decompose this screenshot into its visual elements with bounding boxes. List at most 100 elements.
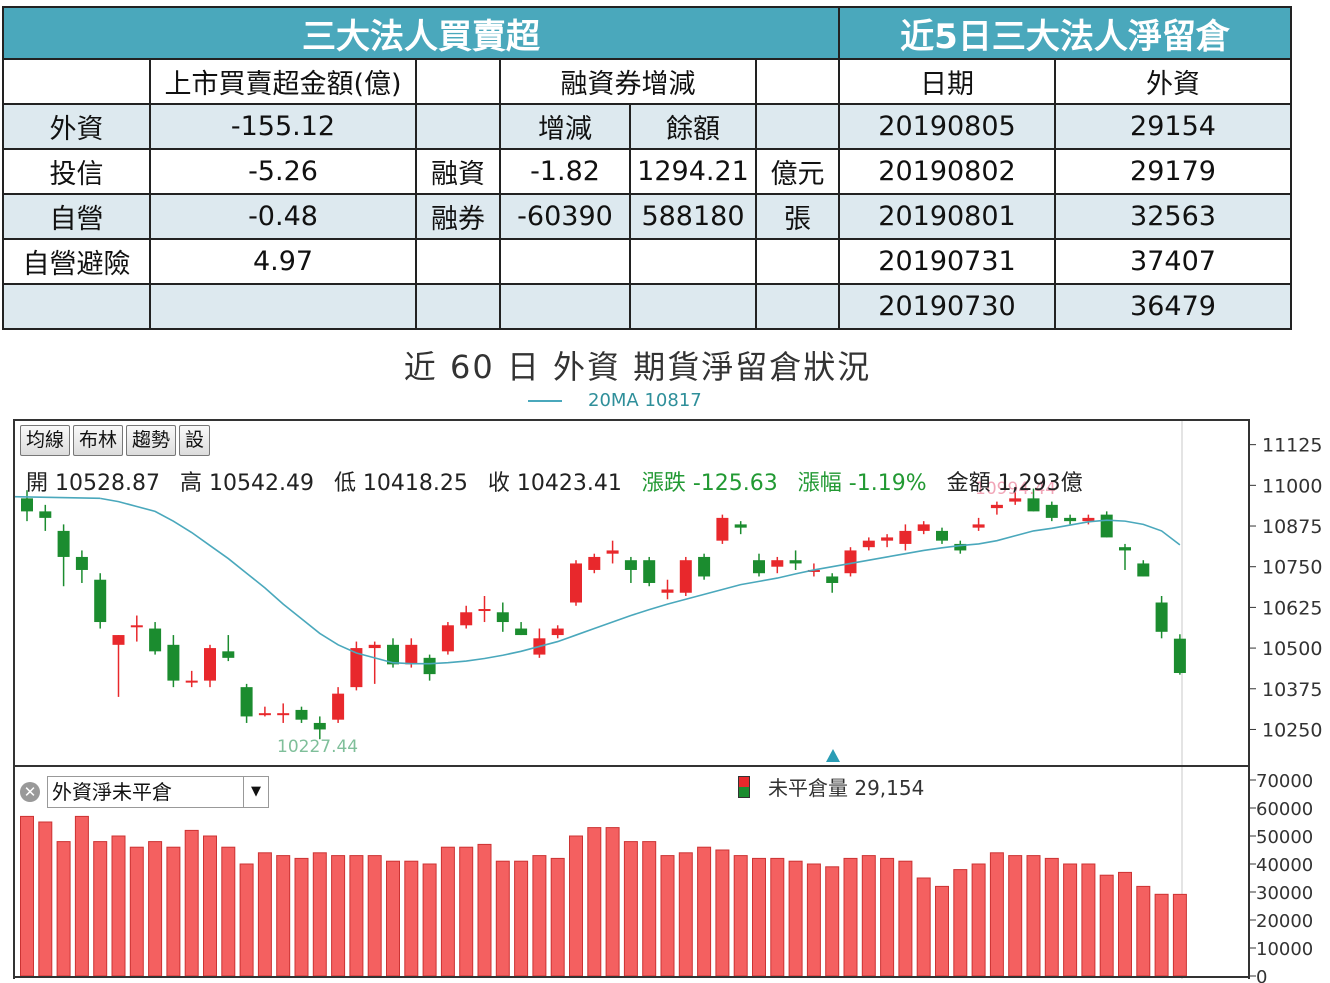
- bar-legend-icon: [738, 775, 750, 798]
- col-header-margin: 融資券增減: [499, 58, 757, 105]
- candle-body: [39, 511, 52, 518]
- row-label: 投信: [2, 148, 151, 195]
- value-cell: 29179: [1053, 148, 1293, 195]
- settings-button[interactable]: 設: [179, 425, 211, 456]
- candle-body: [698, 556, 711, 577]
- date-cell: 20190802: [838, 148, 1056, 195]
- chevron-down-icon[interactable]: ▼: [243, 777, 268, 807]
- y-tick-label: 20000: [1256, 911, 1313, 932]
- low-annotation: 10227.44: [277, 737, 358, 757]
- margin-balance: 1294.21: [629, 148, 757, 195]
- candle-body: [21, 498, 33, 512]
- margin-label: 融資: [415, 148, 501, 195]
- net-position-table: 近5日三大法人淨留倉 日期 外資 20190805 29154 20190802 2…: [837, 6, 1293, 330]
- blank-cell: [499, 238, 631, 285]
- value-cell: 37407: [1053, 238, 1293, 285]
- candle-body: [185, 680, 198, 683]
- candle-body: [936, 530, 948, 541]
- ma-button[interactable]: 均線: [20, 425, 71, 456]
- trend-button[interactable]: 趨勢: [126, 425, 177, 456]
- panel-separator: [13, 765, 1250, 767]
- candle-body: [295, 709, 308, 720]
- y-tick-label: 30000: [1256, 883, 1313, 904]
- table-row: 20190805 29154: [838, 103, 1293, 150]
- candle-body: [899, 530, 912, 544]
- margin-label: 融券: [415, 193, 501, 240]
- candle-body: [112, 635, 125, 645]
- ma-legend: 20MA 10817: [528, 390, 702, 411]
- candle-body: [1064, 517, 1077, 522]
- candle-body: [350, 648, 363, 688]
- candle-body: [240, 687, 253, 717]
- candle-body: [551, 628, 564, 636]
- candle-body: [368, 644, 381, 649]
- low-value: 低 10418.25: [333, 471, 468, 496]
- candle-body: [130, 625, 143, 628]
- oi-legend: 未平倉量 29,154: [738, 772, 924, 801]
- candle-body: [423, 657, 436, 675]
- blank-cell: [415, 238, 501, 285]
- y-tick-label: 40000: [1256, 855, 1313, 876]
- table-row: 20190730 36479: [838, 283, 1293, 330]
- table-b-title: 近5日三大法人淨留倉: [837, 6, 1293, 60]
- candle-body: [1082, 517, 1095, 522]
- col-header-date: 日期: [838, 58, 1056, 105]
- y-tick-label: 10000: [1256, 939, 1313, 960]
- close-icon[interactable]: ✕: [20, 782, 40, 802]
- table-row: 自營避險 4.97: [2, 238, 840, 285]
- candle-body: [661, 589, 674, 593]
- y-tick-label: 10750: [1262, 557, 1322, 579]
- indicator-dropdown[interactable]: 外資淨未平倉 ▼: [47, 776, 269, 808]
- y-tick-label: 10250: [1262, 719, 1322, 741]
- margin-change: -1.82: [499, 148, 631, 195]
- table-row: 20190801 32563: [838, 193, 1293, 240]
- amount-cell: -155.12: [149, 103, 417, 150]
- blank-cell: [629, 238, 757, 285]
- col-header-foreign: 外資: [1053, 58, 1293, 105]
- candle-body: [917, 524, 930, 531]
- y-tick-label: 0: [1256, 967, 1267, 983]
- candle-body: [515, 628, 528, 636]
- candle-body: [478, 609, 491, 612]
- blank-cell: [415, 103, 501, 150]
- blank-cell: [2, 283, 151, 330]
- margin-balance: 588180: [629, 193, 757, 240]
- oi-legend-label: 未平倉量 29,154: [768, 776, 925, 800]
- blank-cell: [755, 103, 840, 150]
- col-header-amount: 上市買賣超金額(億): [149, 58, 417, 105]
- candle-body: [204, 648, 216, 681]
- candle-body: [624, 560, 637, 570]
- y-tick-label: 50000: [1256, 827, 1313, 848]
- row-label: 自營避險: [2, 238, 151, 285]
- candle-body: [405, 644, 418, 665]
- blank-cell: [149, 283, 417, 330]
- candle-body: [57, 530, 70, 557]
- ohlc-readout: 開 10528.87 高 10542.49 低 10418.25 收 10423…: [26, 465, 1096, 497]
- sub-header-change: 增減: [499, 103, 631, 150]
- ma20-line-start: [13, 495, 101, 500]
- candle-body: [881, 537, 894, 541]
- amount-value: 金額 1,293億: [946, 471, 1083, 496]
- candle-body: [588, 556, 601, 570]
- bollinger-button[interactable]: 布林: [73, 425, 124, 456]
- candle-body: [387, 644, 399, 665]
- candle-body: [258, 713, 271, 716]
- date-cell: 20190730: [838, 283, 1056, 330]
- ma-legend-label: 20MA 10817: [588, 390, 702, 411]
- blank-cell: [415, 58, 501, 105]
- blank-cell: [2, 58, 151, 105]
- candle-body: [716, 517, 729, 541]
- candle-body: [441, 625, 454, 652]
- change-value: 漲跌 -125.63: [641, 471, 778, 496]
- candle-body: [149, 628, 162, 652]
- marker-triangle-icon: [826, 749, 840, 762]
- blank-cell: [755, 58, 840, 105]
- candle-body: [826, 576, 839, 583]
- amount-cell: -0.48: [149, 193, 417, 240]
- candle-body: [332, 693, 345, 720]
- y-tick-label: 10875: [1262, 516, 1322, 538]
- candle-body: [606, 550, 619, 554]
- institutional-trading-table: 三大法人買賣超 上市買賣超金額(億) 融資券增減 外資 -155.12 增減 餘…: [2, 6, 840, 330]
- value-cell: 29154: [1053, 103, 1293, 150]
- candle-body: [734, 524, 747, 528]
